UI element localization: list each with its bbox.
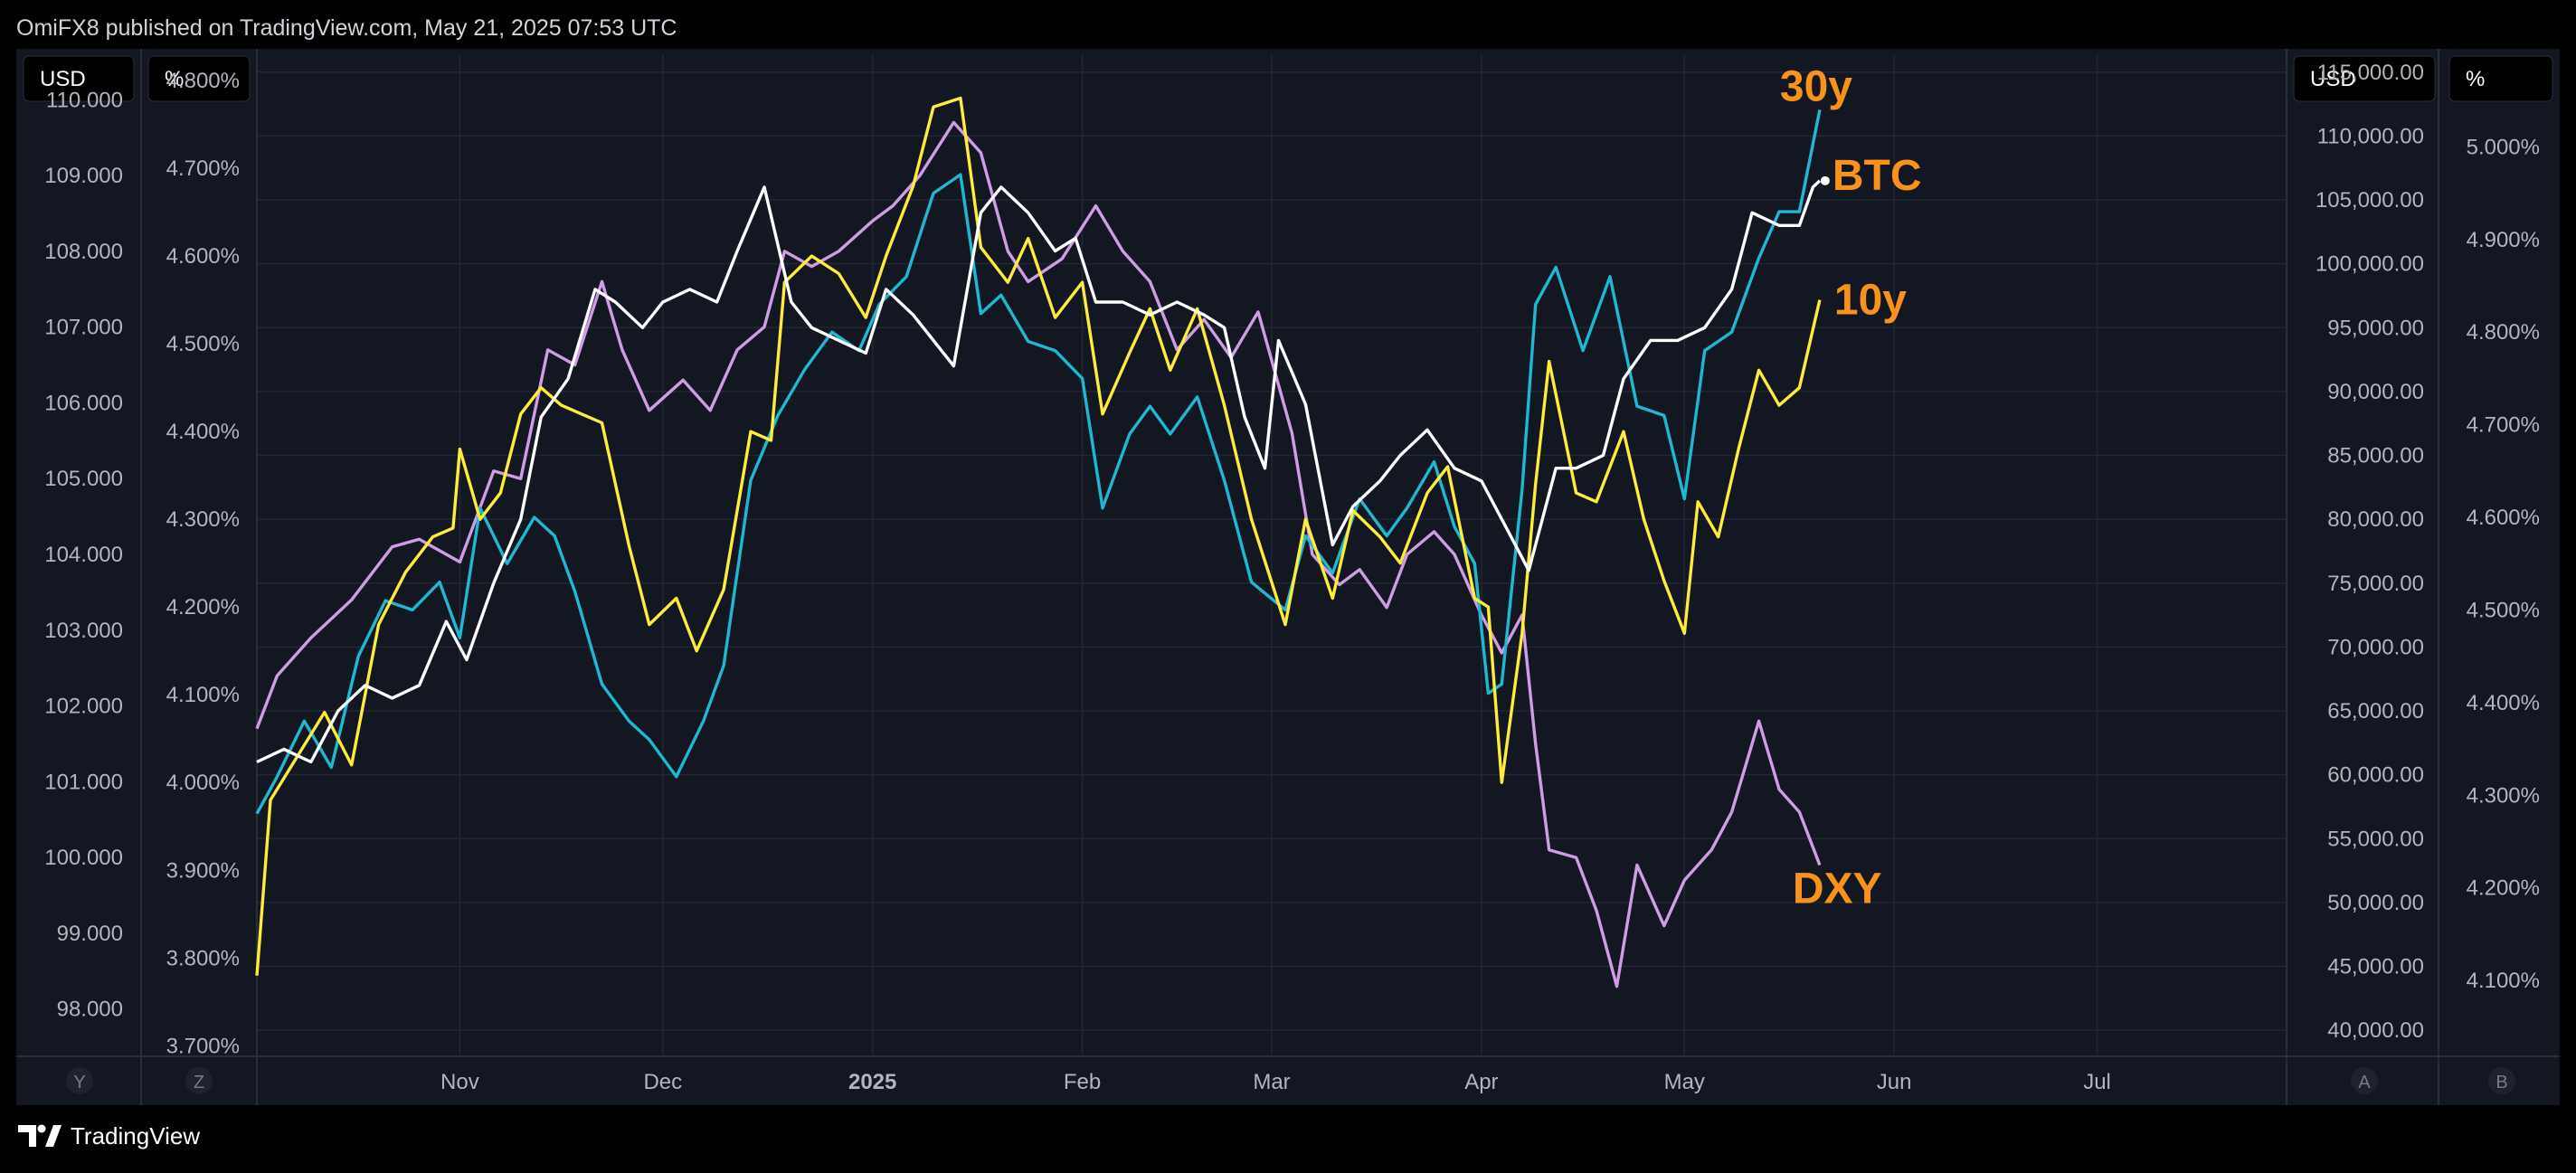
y-tick-label-dxy: 98.000 bbox=[57, 998, 123, 1022]
scale-a-button[interactable]: A bbox=[2351, 1067, 2378, 1094]
x-tick-label: Jul bbox=[2083, 1070, 2111, 1094]
x-tick-label: May bbox=[1664, 1070, 1705, 1094]
y-tick-label-btc: 45,000.00 bbox=[2327, 955, 2424, 979]
svg-text:USD: USD bbox=[40, 67, 86, 91]
y-tick-label-dxy: 105.000 bbox=[44, 467, 123, 491]
svg-text:A: A bbox=[2358, 1073, 2371, 1093]
x-tick-label: Mar bbox=[1253, 1070, 1290, 1094]
y-tick-label-y10: 4.800% bbox=[166, 69, 240, 93]
y-tick-label-dxy: 99.000 bbox=[57, 922, 123, 946]
y-tick-label-y10: 4.700% bbox=[166, 156, 240, 181]
grid bbox=[257, 54, 2287, 1055]
y-tick-label-dxy: 110.000 bbox=[46, 88, 123, 112]
y-tick-label-y10: 4.000% bbox=[166, 771, 240, 795]
y-tick-label-dxy: 102.000 bbox=[44, 695, 123, 719]
series-annotations: 30y BTC 10y DXY bbox=[1780, 62, 1922, 913]
y-tick-label-btc: 115,000.00 bbox=[2317, 61, 2424, 85]
y-tick-label-btc: 110,000.00 bbox=[2317, 124, 2424, 148]
y-tick-label-y10: 4.600% bbox=[166, 244, 240, 269]
axis-dividers bbox=[16, 49, 2560, 1105]
y-tick-label-y10: 4.100% bbox=[166, 683, 240, 707]
y-tick-label-y10: 4.400% bbox=[166, 420, 240, 444]
svg-text:Y: Y bbox=[73, 1073, 85, 1093]
y-tick-label-y30: 4.300% bbox=[2467, 783, 2540, 808]
y-tick-label-y30: 4.600% bbox=[2467, 506, 2540, 530]
y-tick-label-y10: 3.900% bbox=[166, 858, 240, 883]
x-tick-label: Feb bbox=[1064, 1070, 1101, 1094]
y-tick-label-btc: 70,000.00 bbox=[2327, 635, 2424, 659]
scale-y-button[interactable]: Y bbox=[66, 1067, 93, 1094]
tradingview-brand: TradingView bbox=[71, 1122, 200, 1149]
series-line-btc bbox=[256, 179, 1822, 764]
svg-text:USD: USD bbox=[2310, 67, 2356, 91]
published-header: OmiFX8 published on TradingView.com, May… bbox=[16, 15, 677, 41]
y-tick-label-y30: 4.200% bbox=[2467, 876, 2540, 901]
series-line-30y bbox=[255, 109, 1822, 815]
y-tick-label-btc: 50,000.00 bbox=[2327, 891, 2424, 915]
y-tick-label-btc: 90,000.00 bbox=[2327, 380, 2424, 404]
y-tick-label-dxy: 104.000 bbox=[44, 543, 123, 567]
y-tick-label-dxy: 101.000 bbox=[44, 770, 123, 794]
svg-text:%: % bbox=[165, 67, 184, 91]
x-tick-label: 2025 bbox=[848, 1070, 896, 1094]
x-tick-label: Dec bbox=[643, 1070, 682, 1094]
y-tick-label-btc: 75,000.00 bbox=[2327, 572, 2424, 596]
y-tick-label-btc: 65,000.00 bbox=[2327, 699, 2424, 724]
y-tick-label-btc: 60,000.00 bbox=[2327, 763, 2424, 788]
chart-panel bbox=[16, 49, 2560, 1105]
series-line-dxy bbox=[255, 120, 1822, 989]
y-tick-label-y10: 3.800% bbox=[166, 946, 240, 970]
y-tick-label-dxy: 108.000 bbox=[44, 240, 123, 264]
svg-text:%: % bbox=[2466, 67, 2485, 91]
y-tick-label-y10: 3.700% bbox=[166, 1034, 240, 1058]
y-tick-label-dxy: 109.000 bbox=[44, 164, 123, 188]
y-tick-label-dxy: 100.000 bbox=[44, 846, 123, 870]
annotation-dxy: DXY bbox=[1793, 866, 1882, 913]
y-tick-label-y30: 4.700% bbox=[2467, 413, 2540, 438]
annotation-btc: BTC bbox=[1833, 152, 1922, 200]
y-tick-label-y30: 4.400% bbox=[2467, 691, 2540, 715]
y-tick-label-y10: 4.300% bbox=[166, 507, 240, 532]
y-tick-label-btc: 95,000.00 bbox=[2327, 316, 2424, 340]
series-line-10y bbox=[255, 96, 1822, 976]
y-tick-label-y30: 4.800% bbox=[2467, 320, 2540, 345]
y-tick-label-dxy: 103.000 bbox=[44, 619, 123, 643]
axis-ticks: Nov Dec 2025 Feb Mar Apr May Jun Jul 98.000 99.000… bbox=[44, 61, 2540, 1094]
svg-text:Z: Z bbox=[194, 1073, 204, 1093]
y-tick-label-dxy: 107.000 bbox=[44, 316, 123, 340]
y-tick-label-btc: 80,000.00 bbox=[2327, 507, 2424, 532]
x-tick-label: Nov bbox=[440, 1070, 479, 1094]
left-percent-scale-button[interactable]: % bbox=[147, 55, 251, 102]
right-percent-scale-button[interactable]: % bbox=[2448, 55, 2553, 102]
left-usd-scale-button[interactable]: USD bbox=[23, 55, 135, 102]
annotation-10y: 10y bbox=[1834, 277, 1907, 325]
y-tick-label-y10: 4.500% bbox=[166, 332, 240, 356]
tradingview-logo-icon bbox=[18, 1124, 62, 1147]
y-tick-label-btc: 85,000.00 bbox=[2327, 444, 2424, 468]
y-tick-label-y30: 4.900% bbox=[2467, 228, 2540, 252]
y-tick-label-btc: 100,000.00 bbox=[2316, 252, 2424, 277]
y-tick-label-btc: 40,000.00 bbox=[2327, 1018, 2424, 1043]
y-tick-label-y30: 4.500% bbox=[2467, 598, 2540, 622]
right-usd-scale-button[interactable]: USD bbox=[2293, 55, 2436, 102]
y-tick-label-y30: 4.100% bbox=[2467, 969, 2540, 993]
y-tick-label-btc: 55,000.00 bbox=[2327, 827, 2424, 851]
svg-text:B: B bbox=[2496, 1073, 2507, 1093]
btc-last-point-marker bbox=[1820, 175, 1830, 185]
annotation-30y: 30y bbox=[1780, 62, 1852, 110]
x-tick-label: Jun bbox=[1877, 1070, 1912, 1094]
scale-z-button[interactable]: Z bbox=[185, 1067, 213, 1094]
x-tick-label: Apr bbox=[1464, 1070, 1498, 1094]
scale-b-button[interactable]: B bbox=[2488, 1067, 2515, 1094]
series-lines bbox=[255, 96, 1830, 989]
y-tick-label-y10: 4.200% bbox=[166, 595, 240, 620]
y-tick-label-dxy: 106.000 bbox=[44, 391, 123, 415]
y-tick-label-y30: 5.000% bbox=[2467, 135, 2540, 159]
y-tick-label-btc: 105,000.00 bbox=[2316, 188, 2424, 213]
